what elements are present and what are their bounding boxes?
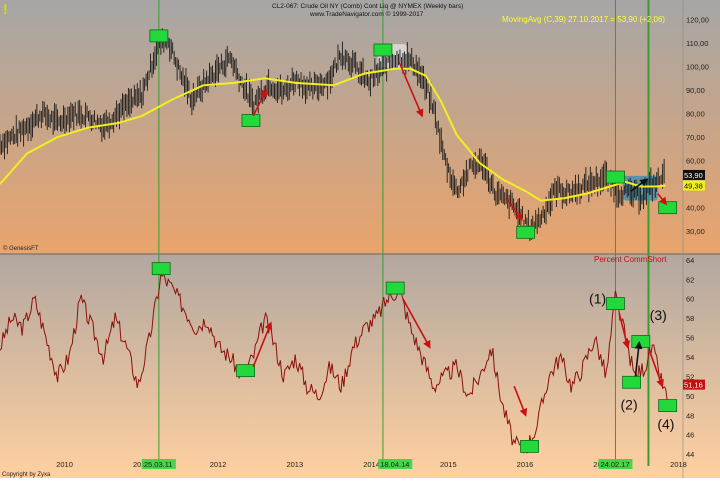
annotation-label: (4) xyxy=(657,416,674,432)
chart-title-line1: CL2-067: Crude Oil NY (Comb) Cont Liq @ … xyxy=(272,3,463,10)
x-tick-label: 2010 xyxy=(56,460,73,469)
annotation-label: (3) xyxy=(650,307,667,323)
y-tick-label-lower: 52 xyxy=(686,372,694,381)
y-tick-label-upper: 110,00 xyxy=(686,39,708,48)
annotation-label: (2) xyxy=(621,396,638,412)
y-tick-label-lower: 56 xyxy=(686,334,694,343)
marker-box xyxy=(236,364,255,378)
last-price-tag: 53,90 xyxy=(684,171,703,180)
x-tick-label: 2014 xyxy=(363,460,380,469)
arrows-layer xyxy=(252,61,668,417)
y-tick-label-upper: 90,00 xyxy=(686,86,705,95)
y-tick-label-lower: 60 xyxy=(686,295,694,304)
copyright-label: Copyright by Zyxa xyxy=(2,472,51,478)
moving-average-line xyxy=(0,67,666,202)
date-label-box xyxy=(598,459,633,469)
commshort-layer xyxy=(0,272,668,454)
x-tick-label: 2016 xyxy=(517,460,534,469)
moving-average-layer xyxy=(0,67,666,202)
ma-value-tag-bg xyxy=(683,180,705,191)
commshort-value-tag-bg xyxy=(683,379,705,390)
arrow xyxy=(252,321,273,368)
commshort-value-tag: 51,16 xyxy=(684,381,703,390)
arrow xyxy=(630,178,649,192)
x-tick-label: 2013 xyxy=(286,460,303,469)
y-tick-label-upper: 40,00 xyxy=(686,204,705,213)
arrow xyxy=(402,298,431,349)
axes-layer: 120,00 110,00 100,00 90,00 80,00 70,00 60,00 50… xyxy=(56,15,709,469)
lower-panel-background xyxy=(0,254,720,478)
y-tick-label-lower: 44 xyxy=(686,450,694,459)
vertical-lines-layer xyxy=(158,0,650,466)
y-tick-label-lower: 48 xyxy=(686,411,694,420)
y-tick-label-lower: 54 xyxy=(686,353,694,362)
marker-box xyxy=(151,262,171,276)
y-tick-label-upper: 120,00 xyxy=(686,15,709,24)
y-tick-label-upper: 70,00 xyxy=(686,133,705,142)
marker-box xyxy=(149,29,169,43)
arrow xyxy=(649,351,664,388)
date-label: 24.02.17 xyxy=(600,460,629,469)
price-bars-layer xyxy=(0,28,665,241)
upper-panel-background xyxy=(0,0,720,254)
date-label: 25.03.11 xyxy=(144,460,173,469)
arrow xyxy=(657,193,668,206)
y-tick-label-upper: 80,00 xyxy=(686,110,705,119)
marker-box xyxy=(631,335,651,348)
x-tick-label: 2018 xyxy=(670,460,687,469)
ma-value-tag: 49,38 xyxy=(684,182,703,191)
x-tick-label: 2015 xyxy=(440,460,457,469)
annotation-labels-layer: (1) (2) (3) (4) xyxy=(589,291,674,432)
arrow xyxy=(513,385,528,417)
arrow xyxy=(398,61,424,118)
date-label: 18.04.14 xyxy=(380,460,409,469)
marker-box xyxy=(658,201,678,215)
chart-title-line2: www.TradeNavigator.com © 1999-2017 xyxy=(309,10,424,18)
date-label-box xyxy=(378,459,413,469)
y-tick-label-upper: 30,00 xyxy=(686,227,705,236)
annotation-label: (1) xyxy=(589,291,606,307)
marker-box xyxy=(606,170,625,184)
marker-box xyxy=(385,281,405,295)
date-label-box xyxy=(141,459,176,469)
arrow xyxy=(252,88,268,117)
arrow xyxy=(634,340,643,377)
lower-panel-title: Percent CommShort xyxy=(594,255,667,264)
x-tick-label: 2012 xyxy=(210,460,227,469)
arrow xyxy=(505,197,523,221)
y-tick-label-lower: 62 xyxy=(686,275,694,284)
arrow xyxy=(618,313,631,349)
commshort-line xyxy=(0,272,668,454)
last-price-tag-bg xyxy=(683,169,705,180)
marker-box xyxy=(373,43,393,57)
x-tick-label: 2011 xyxy=(133,460,149,469)
y-tick-label-upper: 60,00 xyxy=(686,157,705,166)
marker-box xyxy=(520,439,539,453)
marker-box xyxy=(622,375,641,389)
marker-box xyxy=(658,399,678,413)
y-tick-label-upper: 100,00 xyxy=(686,62,709,71)
y-tick-label-lower: 46 xyxy=(686,431,694,440)
y-tick-label-lower: 64 xyxy=(686,256,694,265)
y-tick-label-lower: 50 xyxy=(686,392,694,401)
marker-box xyxy=(606,297,625,311)
icon-exclamation: ! xyxy=(3,1,8,17)
marker-box xyxy=(516,225,536,239)
y-tick-label-lower: 58 xyxy=(686,314,694,323)
markers-layer xyxy=(149,29,678,453)
marker-box xyxy=(241,114,261,127)
moving-average-readout: MovingAvg (C,39) 27.10.2017 = 53,90 (+2,… xyxy=(502,15,665,24)
genesis-label: © GenesisFT xyxy=(3,245,39,252)
